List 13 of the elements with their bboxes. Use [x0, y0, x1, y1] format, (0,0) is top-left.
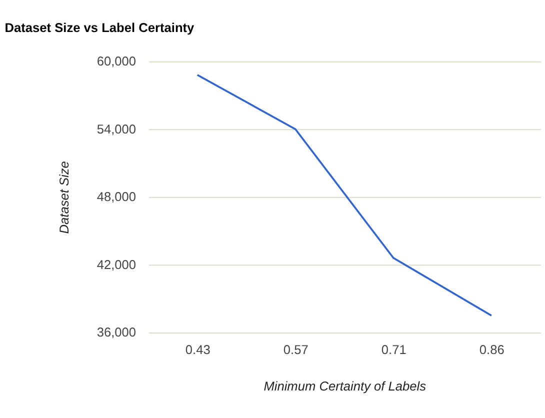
x-tick-label: 0.86: [479, 342, 504, 358]
y-axis-title: Dataset Size: [56, 161, 72, 234]
y-tick-label: 36,000: [96, 324, 136, 340]
x-tick-label: 0.43: [185, 342, 210, 358]
y-tick-label: 42,000: [96, 256, 136, 272]
x-tick-label: 0.57: [283, 342, 308, 358]
x-axis-title: Minimum Certainty of Labels: [264, 378, 427, 394]
x-tick-label: 0.71: [381, 342, 406, 358]
y-tick-label: 60,000: [96, 54, 136, 69]
y-tick-label: 54,000: [96, 121, 136, 136]
chart-title: Dataset Size vs Label Certainty: [4, 20, 196, 36]
line-series: [196, 74, 492, 316]
y-tick-label: 48,000: [96, 189, 136, 204]
